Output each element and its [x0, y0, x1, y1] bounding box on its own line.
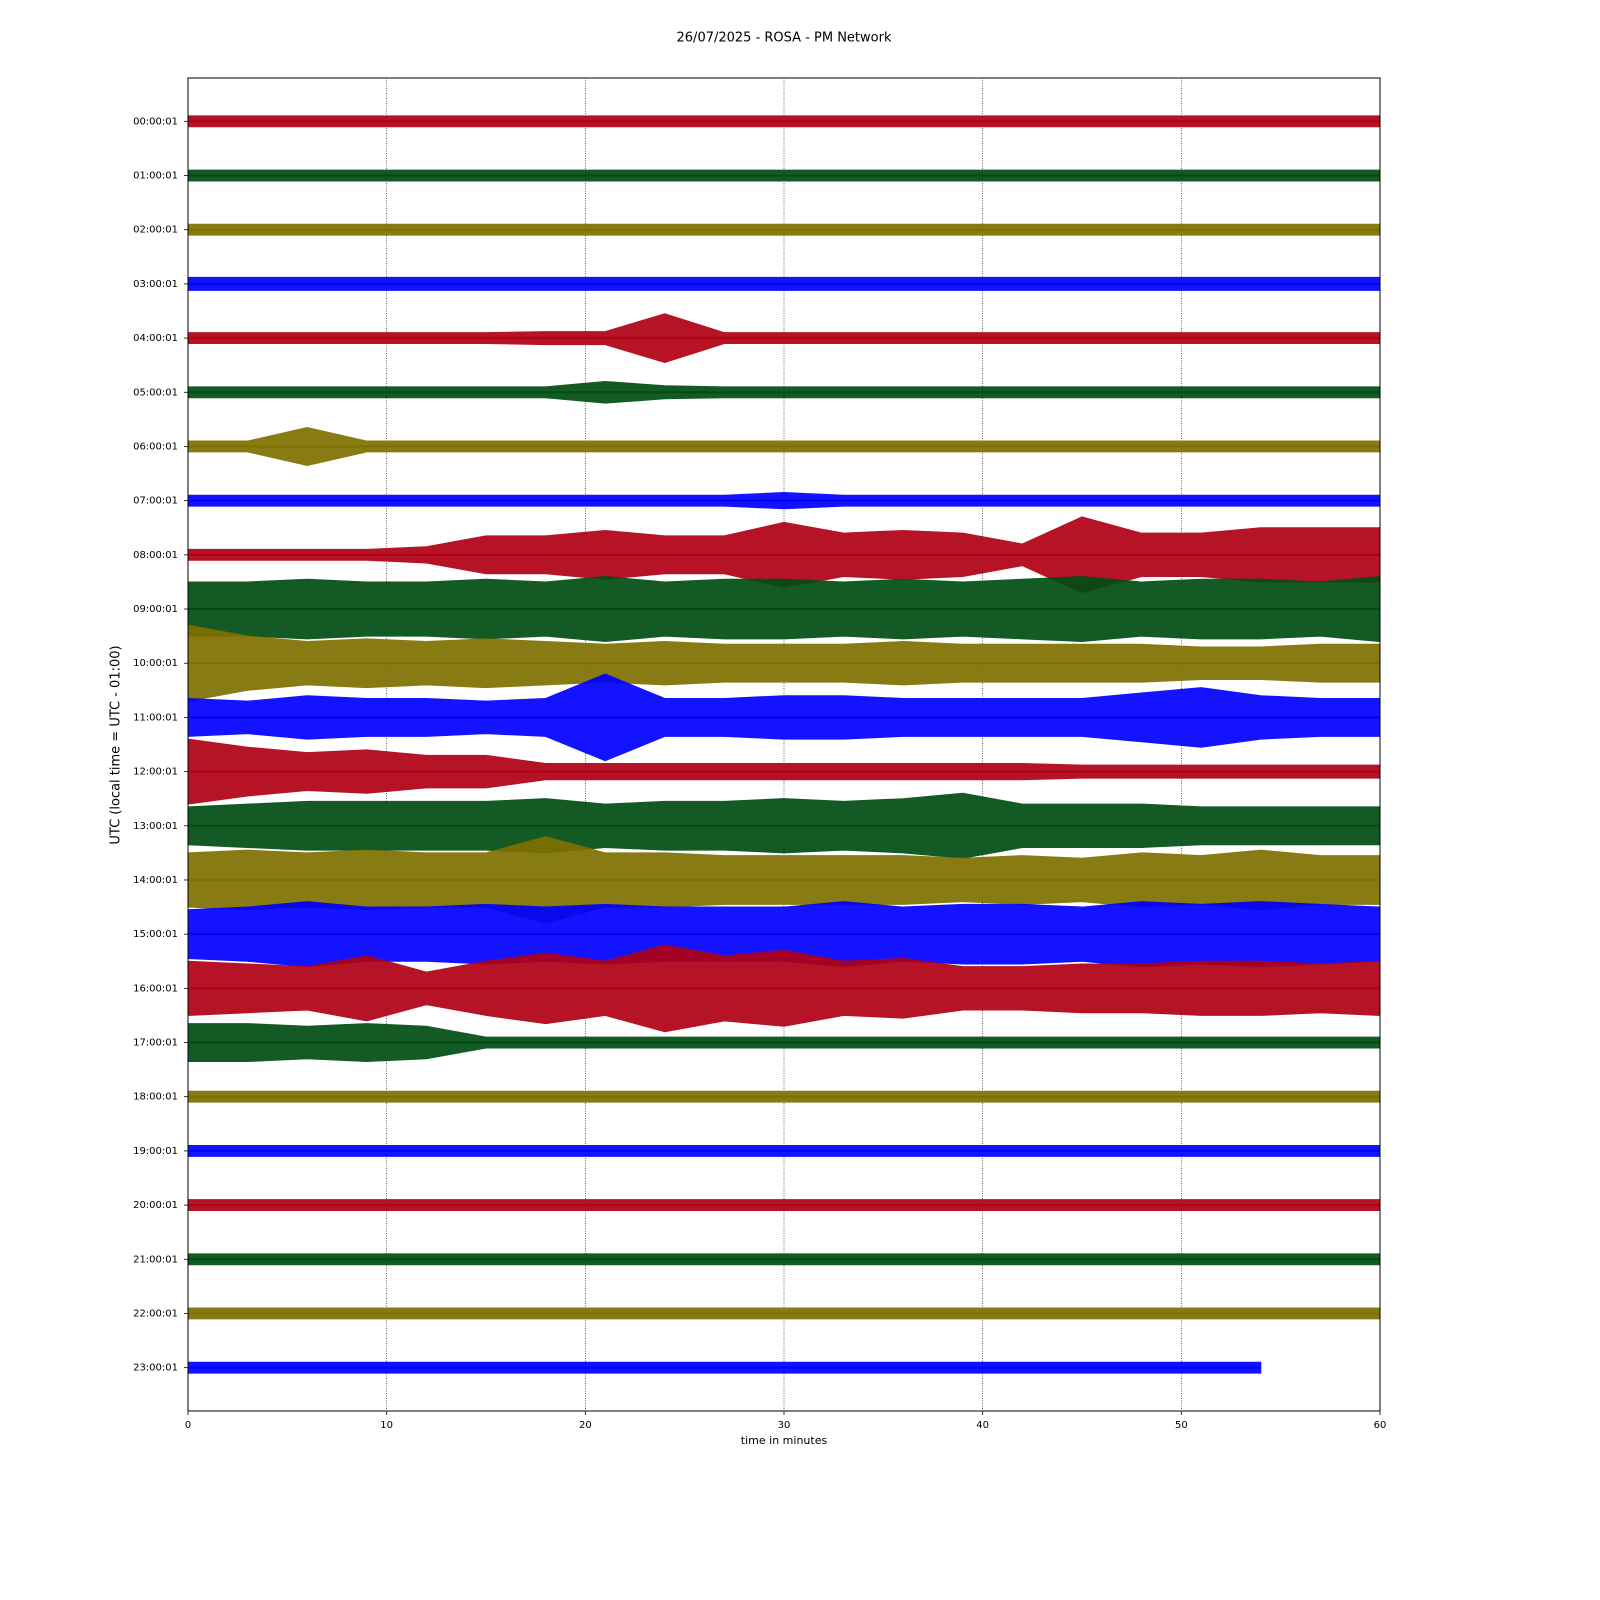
y-tick-label: 23:00:01	[133, 1363, 178, 1374]
y-axis-label: UTC (local time = UTC - 01:00)	[109, 645, 124, 844]
y-tick-label: 19:00:01	[133, 1146, 178, 1157]
plot-frame	[187, 77, 1381, 1412]
x-axis-label: time in minutes	[741, 1434, 828, 1447]
x-tick-label: 50	[1175, 1420, 1188, 1431]
y-tick-label: 06:00:01	[133, 441, 178, 452]
y-tick-label: 04:00:01	[133, 333, 178, 344]
y-tick-label: 08:00:01	[133, 550, 178, 561]
y-tick-label: 22:00:01	[133, 1308, 178, 1319]
y-tick-label: 01:00:01	[133, 171, 178, 182]
y-tick-label: 17:00:01	[133, 1038, 178, 1049]
y-tick-label: 10:00:01	[133, 658, 178, 669]
y-tick-label: 20:00:01	[133, 1200, 178, 1211]
x-tick-label: 30	[778, 1420, 791, 1431]
y-tick-label: 00:00:01	[133, 116, 178, 127]
y-tick-label: 02:00:01	[133, 225, 178, 236]
x-tick-label: 60	[1374, 1420, 1387, 1431]
y-tick-label: 12:00:01	[133, 767, 178, 778]
x-tick-label: 0	[185, 1420, 191, 1431]
y-tick-label: 11:00:01	[133, 712, 178, 723]
x-tick-label: 10	[380, 1420, 393, 1431]
y-tick-label: 05:00:01	[133, 387, 178, 398]
y-tick-label: 18:00:01	[133, 1092, 178, 1103]
y-tick-label: 14:00:01	[133, 875, 178, 886]
y-tick-label: 07:00:01	[133, 496, 178, 507]
y-tick-label: 03:00:01	[133, 279, 178, 290]
x-tick-label: 20	[579, 1420, 592, 1431]
y-tick-label: 13:00:01	[133, 821, 178, 832]
chart-title: 26/07/2025 - ROSA - PM Network	[677, 31, 892, 46]
y-tick-label: 09:00:01	[133, 604, 178, 615]
y-tick-label: 21:00:01	[133, 1254, 178, 1265]
y-tick-label: 15:00:01	[133, 929, 178, 940]
y-tick-label: 16:00:01	[133, 983, 178, 994]
x-tick-label: 40	[976, 1420, 989, 1431]
